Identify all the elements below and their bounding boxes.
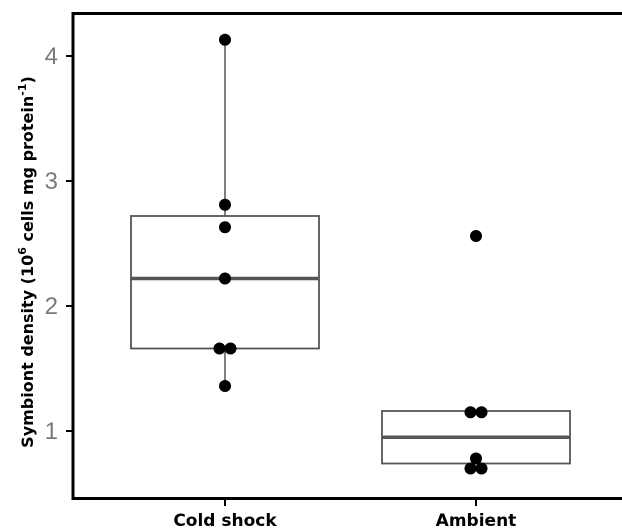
y-axis-label-superscript-1: 6 — [16, 247, 29, 255]
x-category-label-cold-shock: Cold shock — [173, 511, 277, 530]
data-point-cold-shock-4 — [213, 342, 226, 355]
y-axis-label-prefix: Symbiont density (10 — [18, 255, 37, 448]
data-point-cold-shock-1 — [219, 198, 231, 211]
y-tick-label-2: 2 — [45, 293, 58, 320]
data-point-cold-shock-0 — [219, 33, 231, 46]
data-point-ambient-2 — [475, 406, 488, 419]
y-tick-label-1: 1 — [45, 418, 58, 445]
data-point-cold-shock-2 — [219, 221, 231, 234]
data-point-ambient-5 — [475, 462, 488, 475]
axes-layer — [71, 12, 622, 500]
boxes-layer — [130, 39, 571, 465]
x-ticks-layer: Cold shock Ambient — [173, 500, 516, 530]
data-point-cold-shock-5 — [224, 342, 237, 355]
x-category-label-ambient: Ambient — [436, 511, 517, 530]
y-tick-label-3: 3 — [45, 168, 58, 195]
points-layer — [213, 33, 488, 475]
y-axis-label-suffix: ) — [18, 76, 37, 83]
y-axis-label-middle: cells mg protein — [18, 96, 37, 247]
data-point-ambient-1 — [464, 406, 477, 419]
data-point-cold-shock-3 — [219, 272, 231, 285]
y-ticks-layer: 1 2 3 4 — [45, 43, 73, 445]
y-axis-label: Symbiont density (106 cells mg protein-1… — [16, 76, 37, 448]
data-point-ambient-4 — [464, 462, 477, 475]
data-point-cold-shock-6 — [219, 380, 231, 392]
data-point-ambient-3 — [470, 452, 482, 465]
data-point-ambient-0 — [470, 230, 482, 242]
y-axis-label-superscript-2: -1 — [16, 83, 29, 95]
y-tick-label-4: 4 — [45, 43, 58, 70]
